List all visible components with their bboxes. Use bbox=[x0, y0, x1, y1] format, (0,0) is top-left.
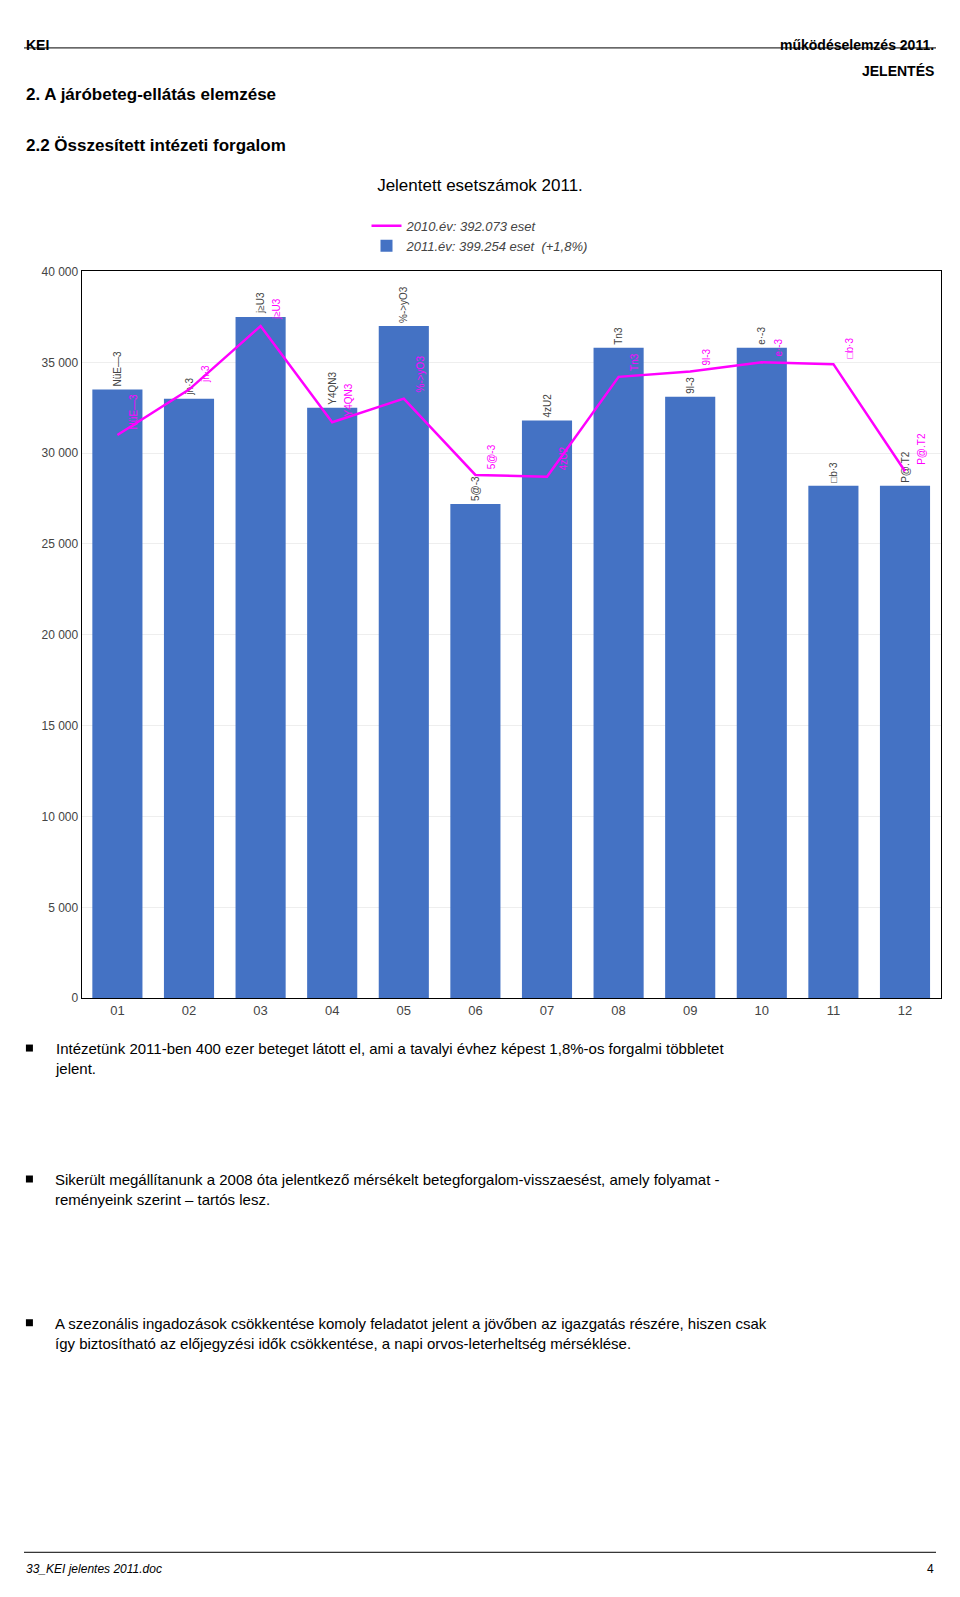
svg-text:Y4QN3: Y4QN3 bbox=[327, 371, 338, 404]
svg-text:08: 08 bbox=[611, 1003, 625, 1018]
svg-text:0: 0 bbox=[72, 991, 79, 1005]
svg-text:05: 05 bbox=[397, 1003, 411, 1018]
svg-text:40 000: 40 000 bbox=[41, 265, 78, 279]
svg-text:15 000: 15 000 bbox=[41, 719, 78, 733]
svg-text:NüE—3: NüE—3 bbox=[112, 351, 123, 386]
svg-text:2011.év: 399.254 eset (+1,8%): 2011.év: 399.254 eset (+1,8%) bbox=[406, 239, 588, 254]
svg-text:07: 07 bbox=[540, 1003, 554, 1018]
svg-text:2.2 Összesített intézeti forga: 2.2 Összesített intézeti forgalom bbox=[26, 136, 286, 155]
svg-text:10: 10 bbox=[755, 1003, 769, 1018]
svg-text:□b·3: □b·3 bbox=[844, 338, 855, 359]
svg-text:02: 02 bbox=[182, 1003, 196, 1018]
svg-text:35 000: 35 000 bbox=[41, 356, 78, 370]
svg-text:Sikerült megállítanunk a 2008: Sikerült megállítanunk a 2008 óta jelent… bbox=[55, 1171, 720, 1208]
svg-text:%->yO3: %->yO3 bbox=[398, 286, 409, 323]
svg-text:20 000: 20 000 bbox=[41, 628, 78, 642]
svg-text:04: 04 bbox=[325, 1003, 339, 1018]
svg-text:11: 11 bbox=[827, 1003, 841, 1018]
svg-text:03: 03 bbox=[253, 1003, 267, 1018]
svg-text:25 000: 25 000 bbox=[41, 537, 78, 551]
svg-text:P@.T2: P@.T2 bbox=[900, 451, 911, 483]
svg-text:NüE—3: NüE—3 bbox=[128, 394, 139, 429]
svg-text:működéselemzés 2011.: működéselemzés 2011. bbox=[780, 37, 934, 53]
svg-text:□b·3: □b·3 bbox=[828, 462, 839, 483]
svg-text:9l-3: 9l-3 bbox=[701, 348, 712, 365]
svg-text:j≥U3: j≥U3 bbox=[255, 292, 266, 314]
svg-text:4zU2: 4zU2 bbox=[542, 394, 553, 418]
svg-text:06: 06 bbox=[468, 1003, 482, 1018]
svg-text:10 000: 10 000 bbox=[41, 810, 78, 824]
svg-text:5@-3: 5@-3 bbox=[470, 476, 481, 501]
svg-text:9l-3: 9l-3 bbox=[685, 377, 696, 394]
svg-text:33_KEI jelentes 2011.doc: 33_KEI jelentes 2011.doc bbox=[26, 1562, 162, 1576]
svg-text:5 000: 5 000 bbox=[48, 901, 78, 915]
svg-text:P@.T2: P@.T2 bbox=[916, 433, 927, 465]
svg-text:01: 01 bbox=[110, 1003, 124, 1018]
svg-text:Intézetünk 2011-ben 400 ezer b: Intézetünk 2011-ben 400 ezer beteget lát… bbox=[55, 1040, 724, 1077]
svg-text:e·-3: e·-3 bbox=[773, 338, 784, 356]
svg-text:j≥U3: j≥U3 bbox=[271, 298, 282, 320]
svg-text:jn·3: jn·3 bbox=[200, 365, 211, 383]
svg-text:Jelentett esetszámok 2011.: Jelentett esetszámok 2011. bbox=[377, 176, 583, 195]
svg-text:4zU2: 4zU2 bbox=[558, 446, 569, 470]
svg-text:09: 09 bbox=[683, 1003, 697, 1018]
svg-text:KEI: KEI bbox=[26, 37, 49, 53]
svg-text:2. A járóbeteg-ellátás elemzés: 2. A járóbeteg-ellátás elemzése bbox=[26, 85, 276, 104]
svg-text:Y4QN3: Y4QN3 bbox=[343, 383, 354, 416]
svg-text:jn·3: jn·3 bbox=[184, 378, 195, 396]
svg-text:4: 4 bbox=[927, 1562, 934, 1576]
svg-text:2010.év: 392.073 eset: 2010.év: 392.073 eset bbox=[406, 219, 537, 234]
svg-text:Tn3: Tn3 bbox=[613, 327, 624, 345]
svg-text:12: 12 bbox=[898, 1003, 912, 1018]
svg-text:5@-3: 5@-3 bbox=[486, 444, 497, 469]
svg-text:e·-3: e·-3 bbox=[756, 327, 767, 345]
svg-text:A szezonális ingadozások csökk: A szezonális ingadozások csökkentése kom… bbox=[55, 1315, 767, 1352]
svg-text:%->yO3: %->yO3 bbox=[415, 356, 426, 393]
svg-text:JELENTÉS: JELENTÉS bbox=[862, 63, 934, 79]
svg-text:Tn3: Tn3 bbox=[629, 353, 640, 371]
svg-text:30 000: 30 000 bbox=[41, 446, 78, 460]
